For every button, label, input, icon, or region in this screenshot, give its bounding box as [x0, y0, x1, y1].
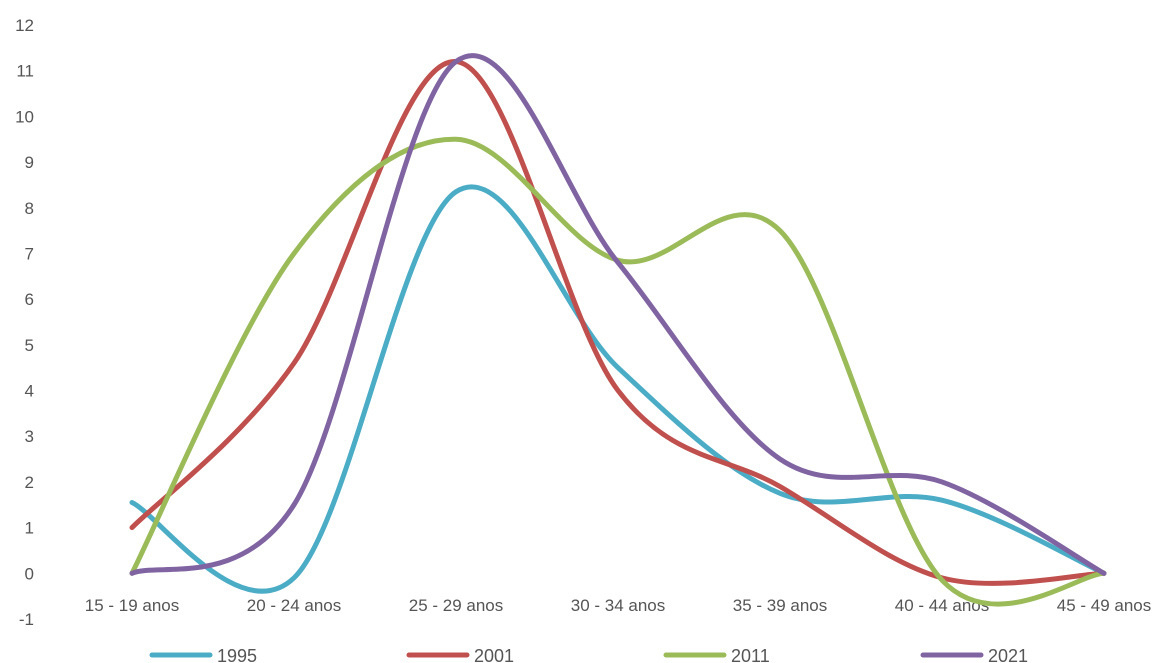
x-tick-label: 15 - 19 anos — [85, 596, 180, 615]
data-point-2021 — [130, 571, 135, 576]
data-point-1995 — [292, 575, 297, 580]
data-point-2001 — [778, 484, 783, 489]
data-point-1995 — [940, 498, 945, 503]
x-tick-label: 20 - 24 anos — [247, 596, 342, 615]
legend-label-2021: 2021 — [988, 646, 1028, 663]
x-tick-label: 35 - 39 anos — [733, 596, 828, 615]
data-point-2011 — [778, 228, 783, 233]
y-tick-label: 6 — [25, 290, 34, 309]
legend: 1995 2001 2011 2021 — [149, 646, 1028, 663]
x-tick-label: 30 - 34 anos — [571, 596, 666, 615]
y-tick-label: 7 — [25, 244, 34, 263]
y-tick-label: 9 — [25, 153, 34, 172]
legend-label-2001: 2001 — [474, 646, 514, 663]
legend-label-2011: 2011 — [731, 646, 770, 663]
series-layer — [129, 53, 1107, 607]
x-tick-label: 45 - 49 anos — [1057, 596, 1152, 615]
series-line-2011 — [129, 136, 1107, 607]
data-point-2021 — [940, 479, 945, 484]
y-tick-label: 12 — [15, 16, 34, 35]
data-point-2021 — [454, 59, 459, 64]
y-tick-label: 0 — [25, 564, 34, 583]
x-tick-label: 25 - 29 anos — [409, 596, 504, 615]
y-tick-label: 1 — [25, 519, 34, 538]
data-point-2021 — [1102, 571, 1107, 576]
y-tick-label: 8 — [25, 199, 34, 218]
data-point-1995 — [130, 500, 135, 505]
series-line-2001 — [129, 59, 1107, 586]
y-tick-label: 4 — [25, 382, 34, 401]
data-point-2001 — [130, 525, 135, 530]
data-point-2021 — [616, 260, 621, 265]
data-point-2021 — [778, 457, 783, 462]
y-tick-label: 2 — [25, 473, 34, 492]
data-point-1995 — [616, 365, 621, 370]
y-tick-label: 5 — [25, 336, 34, 355]
data-point-2001 — [292, 361, 297, 366]
series-line-1995 — [129, 184, 1107, 594]
y-tick-label: 11 — [16, 62, 34, 81]
data-point-1995 — [454, 189, 459, 194]
data-point-2021 — [292, 502, 297, 507]
y-tick-label: 3 — [25, 427, 34, 446]
data-point-1995 — [778, 491, 783, 496]
x-tick-label: 40 - 44 anos — [895, 596, 990, 615]
y-tick-label: -1 — [19, 610, 34, 629]
series-line-2021 — [129, 53, 1107, 576]
data-point-2001 — [616, 388, 621, 393]
y-tick-label: 10 — [15, 107, 34, 126]
data-point-2011 — [454, 137, 459, 142]
data-point-2011 — [940, 578, 945, 583]
data-point-2011 — [292, 251, 297, 256]
x-axis: 15 - 19 anos 20 - 24 anos 25 - 29 anos 30 -… — [85, 596, 1152, 615]
legend-label-1995: 1995 — [217, 646, 257, 663]
